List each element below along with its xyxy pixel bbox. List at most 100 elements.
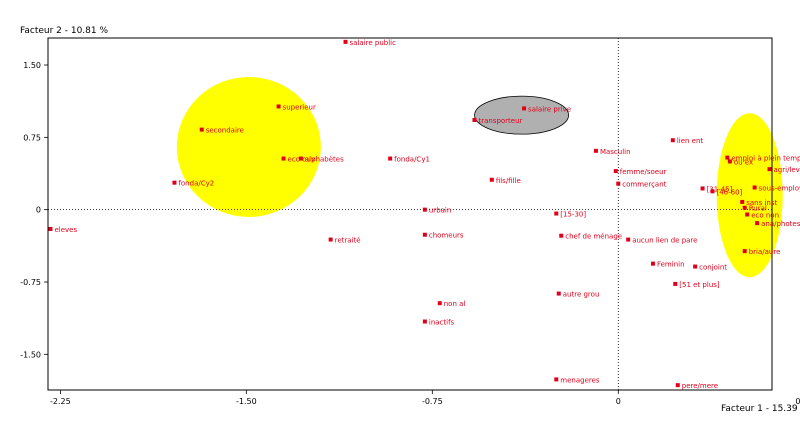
reference-lines	[48, 38, 772, 390]
highlight-ellipses	[176, 76, 783, 278]
data-point-label: Feminin	[657, 261, 685, 269]
axes: -2.25 -1.50 -0.75 0 0.75 1.50 0.75 0 -0.75 -1.50	[20, 61, 800, 406]
data-point-marker	[670, 138, 675, 143]
data-point-marker	[752, 185, 757, 190]
highlight-ellipse-rural	[716, 113, 783, 278]
data-point-marker	[437, 301, 442, 306]
x-tick-label: -2.25	[50, 397, 71, 406]
data-point-label: chomeurs	[429, 232, 464, 240]
data-point-marker	[693, 264, 698, 269]
y-tick-label: -0.75	[20, 278, 41, 287]
data-point-label: [46-60]	[716, 188, 742, 196]
data-point-label: superieur	[283, 103, 316, 111]
data-point-label: [15-30]	[560, 211, 586, 219]
data-point-label: eleves	[54, 226, 77, 234]
y-tick-label: -1.50	[20, 350, 41, 359]
data-point-label: agri/lev	[774, 166, 800, 174]
data-point-marker	[422, 207, 427, 212]
data-point-label: salaire public	[350, 39, 397, 47]
data-point-label: [51 et plus]	[679, 281, 720, 289]
data-point-marker	[650, 261, 655, 266]
data-point-marker	[343, 39, 348, 44]
data-point-marker	[725, 155, 730, 160]
data-point-label: alphabètes	[305, 156, 344, 164]
data-point-marker	[522, 106, 527, 111]
x-tick-label: 0.75	[795, 397, 800, 406]
plot-frame	[47, 37, 773, 391]
data-point-label: urbain	[429, 207, 451, 215]
data-point-label: retraité	[335, 237, 361, 245]
data-point-marker	[281, 156, 286, 161]
data-point-label: emploi à plein temps	[731, 155, 800, 163]
y-tick-label: 0	[36, 206, 41, 215]
plot-border	[47, 37, 773, 391]
x-tick-label: -1.50	[236, 397, 257, 406]
data-point-label: Rural	[749, 205, 767, 213]
data-point-marker	[742, 249, 747, 254]
data-point-label: inactifs	[429, 319, 455, 327]
data-point-marker	[710, 189, 715, 194]
data-point-marker	[199, 127, 204, 132]
data-point-marker	[755, 221, 760, 226]
data-point-marker	[593, 148, 598, 153]
data-point-label: bria/aure	[749, 248, 781, 256]
data-point-marker	[740, 199, 745, 204]
data-point-label: [31-45]	[707, 185, 733, 193]
data-point-label: menageres	[560, 376, 600, 384]
x-tick-label: 0	[616, 397, 621, 406]
data-point-marker	[626, 237, 631, 242]
data-point-marker	[298, 156, 303, 161]
data-point-marker	[742, 205, 747, 210]
data-point-marker	[745, 212, 750, 217]
data-point-label: transporteur	[478, 117, 522, 125]
data-point-label: aucun lien de pare	[632, 237, 697, 245]
data-point-marker	[767, 167, 772, 172]
data-point-marker	[276, 104, 281, 109]
data-point-label: fonda/Cy1	[394, 156, 430, 164]
data-point-marker	[616, 181, 621, 186]
data-point-label: salaire prive	[528, 105, 571, 113]
data-point-label: fils/fille	[496, 177, 521, 185]
data-point-label: non al	[444, 300, 466, 308]
x-axis-title: Facteur 1 - 15.39 %	[721, 404, 800, 414]
data-point-label: pere/mere	[682, 382, 718, 390]
data-point-label: conjoint	[699, 264, 727, 272]
y-axis-title: Facteur 2 - 10.81 %	[20, 26, 108, 36]
data-point-marker	[489, 177, 494, 182]
data-point-label: sous-employ	[759, 184, 800, 192]
data-point-marker	[556, 291, 561, 296]
data-point-marker	[388, 156, 393, 161]
data-point-label: ou ex	[734, 158, 753, 166]
data-point-marker	[700, 186, 705, 191]
data-point-label: eco non	[751, 211, 779, 219]
data-point-label: sans inst	[746, 199, 777, 207]
data-point-label: femme/soeur	[620, 168, 667, 176]
data-point-label: chef de ménage	[565, 233, 622, 241]
data-point-label: Masculin	[600, 148, 631, 156]
data-point-marker	[675, 383, 680, 388]
y-tick-label: 1.50	[23, 61, 41, 70]
data-point-label: eco ouv	[288, 156, 316, 164]
data-point-label: fonda/Cy2	[178, 180, 214, 188]
data-point-marker	[472, 117, 477, 122]
data-point-marker	[422, 319, 427, 324]
y-tick-label: 0.75	[23, 133, 41, 142]
data-point-marker	[613, 169, 618, 174]
data-point-marker	[559, 233, 564, 238]
data-points: salaire public superieur secondaire alphabè…	[48, 39, 800, 390]
data-point-label: secondaire	[206, 127, 244, 135]
x-tick-label: -0.75	[422, 397, 443, 406]
data-point-marker	[48, 226, 53, 231]
data-point-label: lien ent	[677, 137, 704, 145]
data-point-marker	[422, 232, 427, 237]
highlight-ellipse-education	[176, 76, 321, 217]
data-point-marker	[554, 211, 559, 216]
data-point-marker	[727, 159, 732, 164]
highlight-ellipse-employment	[474, 95, 569, 135]
data-point-marker	[172, 180, 177, 185]
data-point-label: autre grou	[563, 291, 600, 299]
data-point-marker	[554, 377, 559, 382]
data-point-marker	[673, 281, 678, 286]
